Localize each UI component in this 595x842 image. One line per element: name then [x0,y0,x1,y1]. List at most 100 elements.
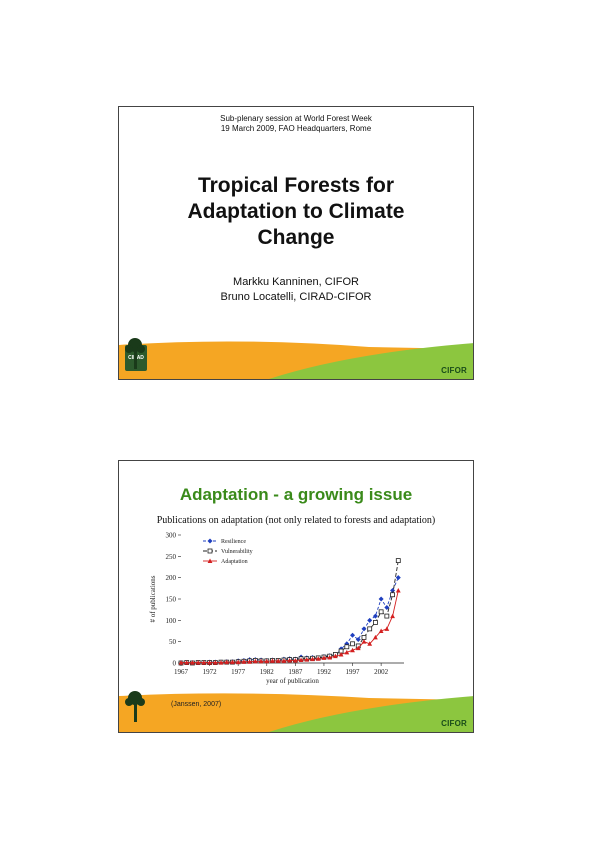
data-point-adaptation [355,645,361,651]
data-point-adaptation [224,659,230,665]
legend-marker [207,538,213,544]
authors: Markku Kanninen, CIFOR Bruno Locatelli, … [119,275,473,305]
data-point-vulnerability [367,626,373,632]
cifor-tree-logo [125,338,145,369]
data-point-resilience [378,596,384,602]
footer-band: CIFOR [119,688,473,732]
source-citation: (Janssen, 2007) [171,701,222,708]
x-tick-label: 1977 [231,668,246,676]
slide-title: Tropical Forests for Adaptation to Clima… [119,173,473,251]
legend-marker [207,548,213,554]
data-point-adaptation [247,659,253,664]
x-tick-label: 1992 [317,668,332,676]
x-tick-label: 1982 [260,668,275,676]
series-line-vulnerability [180,560,399,664]
title-line-2: Adaptation to Climate [187,200,405,223]
x-axis-label: year of publication [266,677,319,685]
data-point-vulnerability [378,609,384,615]
data-point-vulnerability [390,592,395,598]
author-1: Markku Kanninen, CIFOR [233,276,359,288]
author-2: Bruno Locatelli, CIRAD-CIFOR [220,291,372,303]
data-point-adaptation [395,587,401,593]
data-point-adaptation [304,657,310,662]
data-point-adaptation [195,660,201,665]
data-point-resilience [395,575,401,581]
legend-label: Adaptation [221,559,248,565]
data-point-adaptation [287,657,293,663]
y-tick-label: 200 [166,574,177,582]
data-point-adaptation [264,658,270,664]
footer-band: CIRAD CIFOR [119,335,473,379]
data-point-adaptation [390,613,395,619]
x-tick-label: 1967 [174,668,189,676]
data-point-resilience [367,617,373,623]
cifor-wordmark: CIFOR [441,719,467,728]
chart-svg: 0 50 100 150 200 250 300 1967 1972 1977 1982 1987 19… [149,532,404,685]
data-point-adaptation [310,656,315,662]
data-point-adaptation [298,657,304,663]
data-point-adaptation [367,641,373,646]
title-line-1: Tropical Forests for [197,174,395,197]
data-point-adaptation [235,659,241,665]
data-point-adaptation [184,660,190,665]
legend-label: Resilience [221,539,246,545]
title-slide: Sub-plenary session at World Forest Week… [118,106,474,380]
y-tick-label: 100 [166,617,177,625]
footer-band-graphic [119,693,473,732]
cifor-wordmark: CIFOR [441,366,467,375]
y-tick-label: 150 [166,596,177,604]
data-point-adaptation [332,653,338,659]
legend-marker [207,558,213,563]
session-date: 19 March 2009, FAO Headquarters, Rome [220,124,372,133]
y-axis-label: # of publications [149,575,157,622]
data-point-adaptation [321,655,327,660]
data-point-vulnerability [373,620,378,625]
session-name: Sub-plenary session at World Forest Week [220,114,372,123]
session-header: Sub-plenary session at World Forest Week… [119,114,473,134]
x-tick-label: 1997 [346,668,361,676]
x-tick-label: 2002 [374,668,389,676]
data-point-adaptation [315,656,321,661]
data-point-adaptation [218,660,224,665]
data-point-resilience [361,626,367,632]
data-point-vulnerability [395,558,401,564]
y-tick-label: 300 [166,532,177,540]
data-point-resilience [372,613,378,619]
data-point-adaptation [292,657,298,663]
y-tick-label: 50 [169,638,177,646]
legend-label: Vulnerability [221,549,253,555]
slide-subtitle: Publications on adaptation (not only rel… [156,515,436,526]
data-point-adaptation [230,659,235,665]
data-point-adaptation [241,659,247,664]
y-tick-label: 0 [173,660,177,668]
data-point-adaptation [252,658,258,664]
data-point-resilience [384,605,390,611]
data-point-adaptation [344,649,350,655]
data-point-adaptation [275,658,281,663]
data-point-adaptation [384,626,390,631]
data-point-vulnerability [384,613,390,619]
slide-title: Adaptation - a growing issue [179,485,413,504]
data-point-adaptation [350,647,355,653]
x-tick-label: 1972 [203,668,218,676]
data-point-adaptation [212,660,218,665]
data-point-resilience [355,637,361,643]
data-point-vulnerability [361,635,367,640]
data-point-adaptation [201,660,207,665]
data-point-adaptation [178,660,184,665]
data-point-resilience [350,632,356,638]
data-point-adaptation [373,634,378,640]
data-point-adaptation [270,658,275,663]
data-point-adaptation [338,651,344,657]
data-point-adaptation [190,660,195,665]
data-point-adaptation [361,639,367,644]
data-point-vulnerability [344,644,350,650]
title-line-3: Change [257,226,335,249]
footer-band-graphic [119,341,473,379]
data-point-adaptation [207,660,212,665]
data-point-adaptation [378,628,384,633]
cifor-tree-logo [125,691,145,722]
y-tick-label: 250 [166,553,177,561]
publications-chart: 0 50 100 150 200 250 300 1967 1972 1977 1982 1987 19… [139,527,439,697]
data-point-resilience [390,587,396,593]
